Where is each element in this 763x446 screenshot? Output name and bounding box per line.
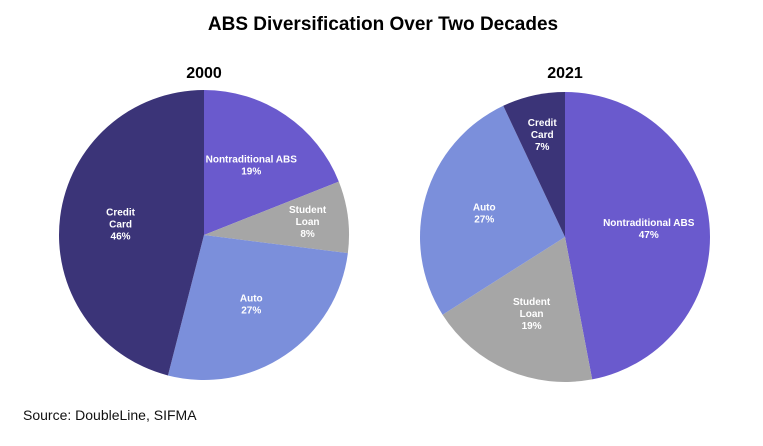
slice-label-auto: Auto 27%	[240, 294, 263, 317]
pie-chart-2000: 2000 Nontraditional ABS 19% Student Loan 8% Au…	[59, 65, 349, 380]
slice-value-credit-card: 7%	[535, 142, 550, 153]
slice-label-student-loan: Student Loan 8%	[289, 205, 327, 240]
pie-slice-credit-card	[503, 92, 565, 237]
slice-label-nontraditional-abs: Nontraditional ABS 19%	[206, 154, 298, 177]
slice-value-student-loan: 19%	[522, 321, 542, 332]
chart-title: ABS Diversification Over Two Decades	[208, 14, 558, 35]
pie-title: 2000	[186, 65, 222, 82]
pie-slice-nontraditional-abs	[565, 92, 710, 380]
slice-label-student-loan: Student Loan 19%	[513, 297, 551, 332]
slice-label-auto: Auto 27%	[473, 203, 496, 226]
slice-value-nontraditional-abs: 19%	[241, 166, 261, 177]
pie-title: 2021	[547, 65, 583, 82]
pie-slice-credit-card	[59, 90, 204, 376]
slice-value-auto: 27%	[241, 306, 261, 317]
slice-value-credit-card: 46%	[111, 231, 131, 242]
pie-slice-nontraditional-abs	[204, 90, 339, 235]
slice-value-student-loan: 8%	[300, 229, 315, 240]
pie-chart-2021: 2021 Nontraditional ABS 47% Student Loan 19% A…	[419, 65, 710, 382]
pie-slice-student-loan	[204, 181, 349, 254]
slice-value-nontraditional-abs: 47%	[639, 230, 659, 241]
pie-slice-auto	[167, 235, 348, 380]
slice-label-credit-card: Credit Card 7%	[528, 118, 558, 153]
pie-slice-student-loan	[442, 237, 593, 382]
slice-label-credit-card: Credit Card 46%	[106, 207, 136, 242]
slice-label-nontraditional-abs: Nontraditional ABS 47%	[603, 218, 695, 241]
source-note: Source: DoubleLine, SIFMA	[23, 407, 197, 423]
pie-slice-auto	[419, 105, 565, 315]
slice-value-auto: 27%	[474, 215, 494, 226]
